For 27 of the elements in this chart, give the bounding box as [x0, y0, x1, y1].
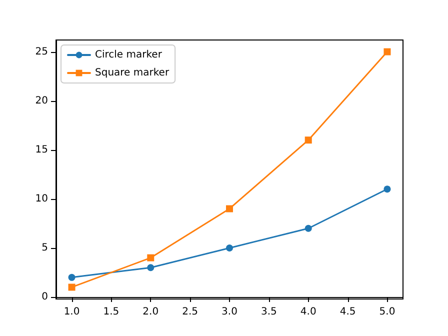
- x-tick-label: 5.0: [379, 306, 396, 318]
- point: [384, 48, 391, 56]
- x-tick-label: 1.0: [64, 306, 80, 318]
- y-tick-label: 0: [42, 292, 48, 303]
- point: [226, 205, 233, 212]
- point: [304, 136, 312, 144]
- point: [147, 264, 154, 272]
- x-tick-label: 2.0: [142, 306, 159, 318]
- point: [384, 186, 391, 193]
- x-tick-label: 2.5: [182, 306, 198, 318]
- y-tick-label: 10: [35, 193, 48, 204]
- point: [68, 284, 76, 291]
- point: [68, 274, 76, 281]
- point: [147, 254, 154, 262]
- x-tick-label: 3.5: [260, 306, 277, 318]
- y-tick-label: 15: [35, 144, 48, 156]
- legend-label: Square marker: [95, 68, 170, 78]
- x-tick-label: 4.5: [340, 306, 356, 318]
- x-tick-label: 3.0: [222, 306, 238, 318]
- point: [304, 224, 312, 232]
- point: [226, 244, 233, 252]
- y-tick-label: 20: [35, 95, 48, 106]
- x-tick-label: 4.0: [300, 306, 316, 318]
- legend-label: Circle marker: [95, 50, 163, 60]
- y-tick-label: 25: [35, 46, 48, 58]
- x-tick-label: 1.5: [103, 306, 120, 318]
- y-tick-label: 5: [42, 242, 48, 254]
